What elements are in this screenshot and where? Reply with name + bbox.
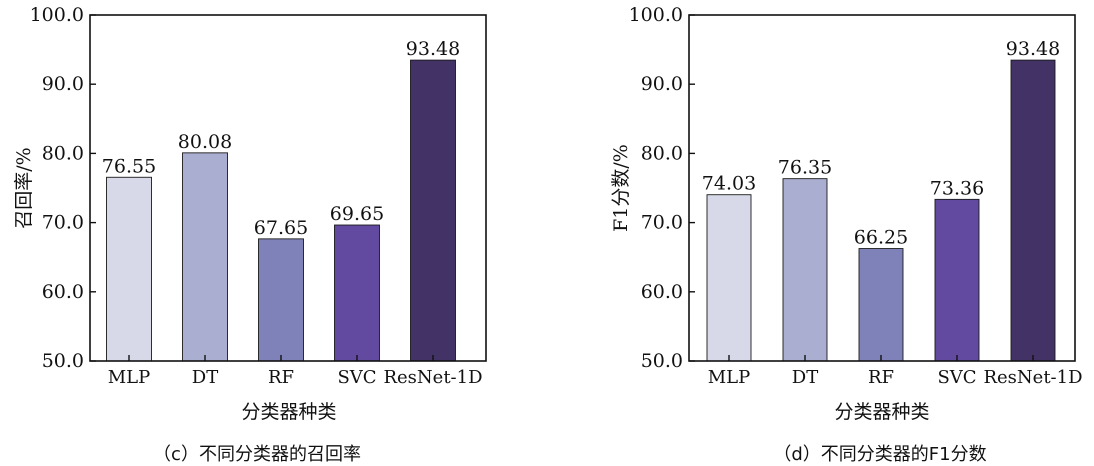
y-tick-label: 50.0 xyxy=(42,350,84,372)
data-label: 74.03 xyxy=(702,173,756,195)
bar-resnet-1d xyxy=(410,59,456,362)
x-tick-label: SVC xyxy=(337,367,376,388)
chart-caption: （d）不同分类器的F1分数 xyxy=(773,444,986,465)
y-tick-label: 60.0 xyxy=(641,281,683,303)
bar-dt xyxy=(182,152,228,362)
bar-rf xyxy=(858,248,904,362)
bar-mlp xyxy=(706,194,752,362)
x-axis-label: 分类器种类 xyxy=(834,401,929,423)
bar-svc xyxy=(934,198,980,362)
y-tick-label: 90.0 xyxy=(42,73,84,95)
x-tick-label: ResNet-1D xyxy=(383,367,482,388)
x-tick-label: RF xyxy=(868,367,894,388)
bar-resnet-1d xyxy=(1010,59,1056,362)
bar-svc xyxy=(334,224,380,362)
data-label: 76.55 xyxy=(102,155,156,177)
x-tick-label: DT xyxy=(792,367,818,388)
chart-panel-recall: 76.55 80.08 67.65 69.65 93.48 50.0 60.0 70.0 80.… xyxy=(13,4,487,465)
plot-frame xyxy=(89,14,487,362)
bar-mlp xyxy=(106,176,152,362)
data-label: 93.48 xyxy=(406,38,460,60)
bar-rf xyxy=(258,238,304,362)
y-tick-label: 80.0 xyxy=(641,142,683,164)
y-tick-label: 90.0 xyxy=(641,73,683,95)
x-tick-label: DT xyxy=(192,367,218,388)
y-tick-label: 70.0 xyxy=(42,212,84,234)
chart-caption: （c）不同分类器的召回率 xyxy=(153,444,361,465)
x-axis-label: 分类器种类 xyxy=(241,401,336,423)
data-label: 67.65 xyxy=(254,217,308,239)
x-tick-label: MLP xyxy=(708,367,751,388)
data-label: 69.65 xyxy=(330,203,384,225)
y-axis-label: F1分数/% xyxy=(610,144,632,232)
data-label: 76.35 xyxy=(778,157,832,179)
data-label: 93.48 xyxy=(1006,38,1060,60)
y-axis-label: 召回率/% xyxy=(13,147,35,228)
y-tick-label: 80.0 xyxy=(42,142,84,164)
x-tick-label: SVC xyxy=(937,367,976,388)
y-tick-label: 60.0 xyxy=(42,281,84,303)
bar-dt xyxy=(782,178,828,362)
y-tick-label: 100.0 xyxy=(30,4,84,26)
x-tick-label: MLP xyxy=(108,367,151,388)
y-tick-label: 70.0 xyxy=(641,212,683,234)
chart-panel-f1: 74.03 76.35 66.25 73.36 93.48 50.0 60.0 70.0 80.… xyxy=(610,4,1083,465)
x-tick-label: ResNet-1D xyxy=(983,367,1082,388)
data-label: 80.08 xyxy=(178,131,232,153)
x-tick-label: RF xyxy=(268,367,294,388)
plot-frame xyxy=(688,14,1076,362)
y-tick-label: 50.0 xyxy=(641,350,683,372)
data-label: 66.25 xyxy=(854,227,908,249)
data-label: 73.36 xyxy=(930,177,984,199)
y-tick-label: 100.0 xyxy=(629,4,683,26)
